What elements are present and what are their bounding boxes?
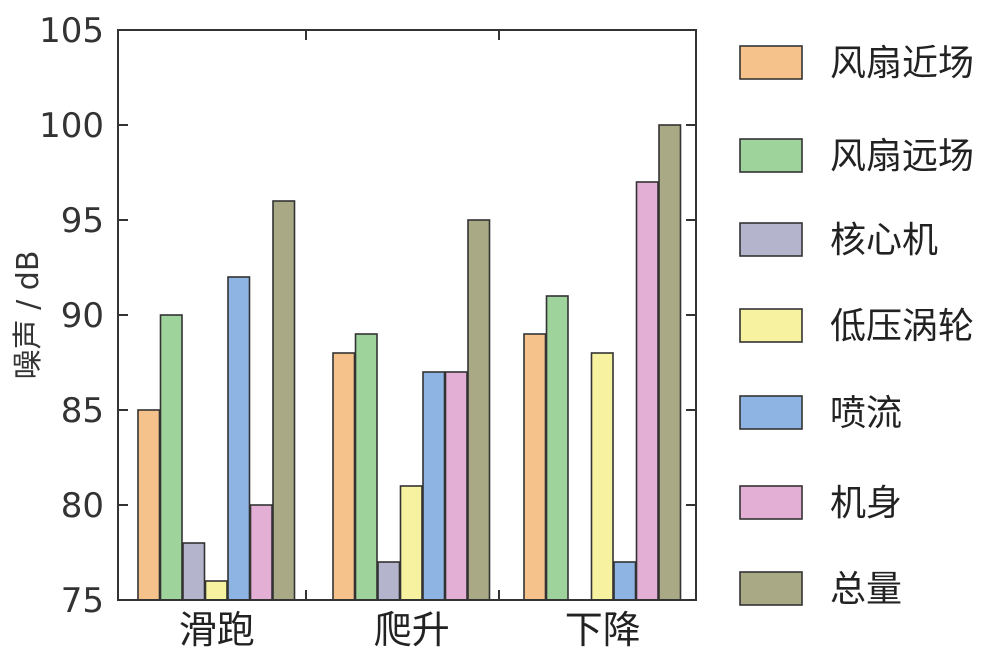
bar-爬升-总量 (467, 219, 491, 601)
legend-label: 风扇近场 (830, 43, 974, 84)
bar-滑跑-核心机 (182, 542, 206, 601)
legend-swatch (739, 308, 803, 343)
bar-滑跑-总量 (272, 200, 296, 601)
y-tick-label: 95 (61, 201, 104, 241)
legend-swatch (739, 395, 803, 430)
x-tick-label: 下降 (565, 608, 641, 652)
category-labels-layer: 滑跑 爬升 下降 (179, 608, 641, 652)
legend-swatch (739, 222, 803, 257)
x-tick-label: 爬升 (374, 608, 450, 652)
bar-下降-风扇近场 (523, 333, 547, 601)
bar-爬升-核心机 (377, 561, 401, 601)
y-ticks-layer: 75 80 85 90 95 100 105 (39, 11, 696, 621)
bar-爬升-喷流 (422, 371, 446, 601)
legend-swatch (739, 138, 803, 173)
y-tick-label: 75 (61, 581, 104, 621)
y-tick-label: 80 (61, 486, 104, 526)
bar-下降-喷流 (613, 561, 637, 601)
bar-滑跑-机身 (249, 504, 273, 601)
bar-爬升-低压涡轮 (399, 485, 423, 601)
bar-滑跑-喷流 (227, 276, 251, 601)
legend-label: 总量 (830, 569, 902, 610)
legend-label: 喷流 (830, 393, 902, 434)
legend-label: 核心机 (830, 220, 938, 261)
bar-滑跑-风扇远场 (159, 314, 183, 601)
bar-下降-总量 (658, 124, 682, 601)
bar-爬升-风扇近场 (332, 352, 356, 601)
legend-swatch (739, 485, 803, 520)
bar-爬升-风扇远场 (354, 333, 378, 601)
legend-label: 低压涡轮 (830, 306, 974, 347)
y-tick-label: 85 (61, 391, 104, 431)
y-axis-title: 噪声 / dB (11, 251, 46, 380)
bar-滑跑-风扇近场 (137, 409, 161, 601)
legend-label: 风扇远场 (830, 136, 974, 177)
bar-爬升-机身 (444, 371, 468, 601)
bar-下降-风扇远场 (545, 295, 569, 601)
y-tick-label: 100 (39, 106, 104, 146)
bar-滑跑-低压涡轮 (204, 580, 228, 601)
bars-layer (137, 124, 682, 601)
bar-下降-低压涡轮 (590, 352, 614, 601)
y-tick-label: 90 (61, 296, 104, 336)
legend-label: 机身 (830, 483, 902, 524)
y-tick-label: 105 (39, 11, 104, 51)
x-tick-label: 滑跑 (179, 608, 255, 652)
legend-swatch (739, 45, 803, 80)
legend-swatch (739, 571, 803, 606)
bar-下降-机身 (635, 181, 659, 601)
